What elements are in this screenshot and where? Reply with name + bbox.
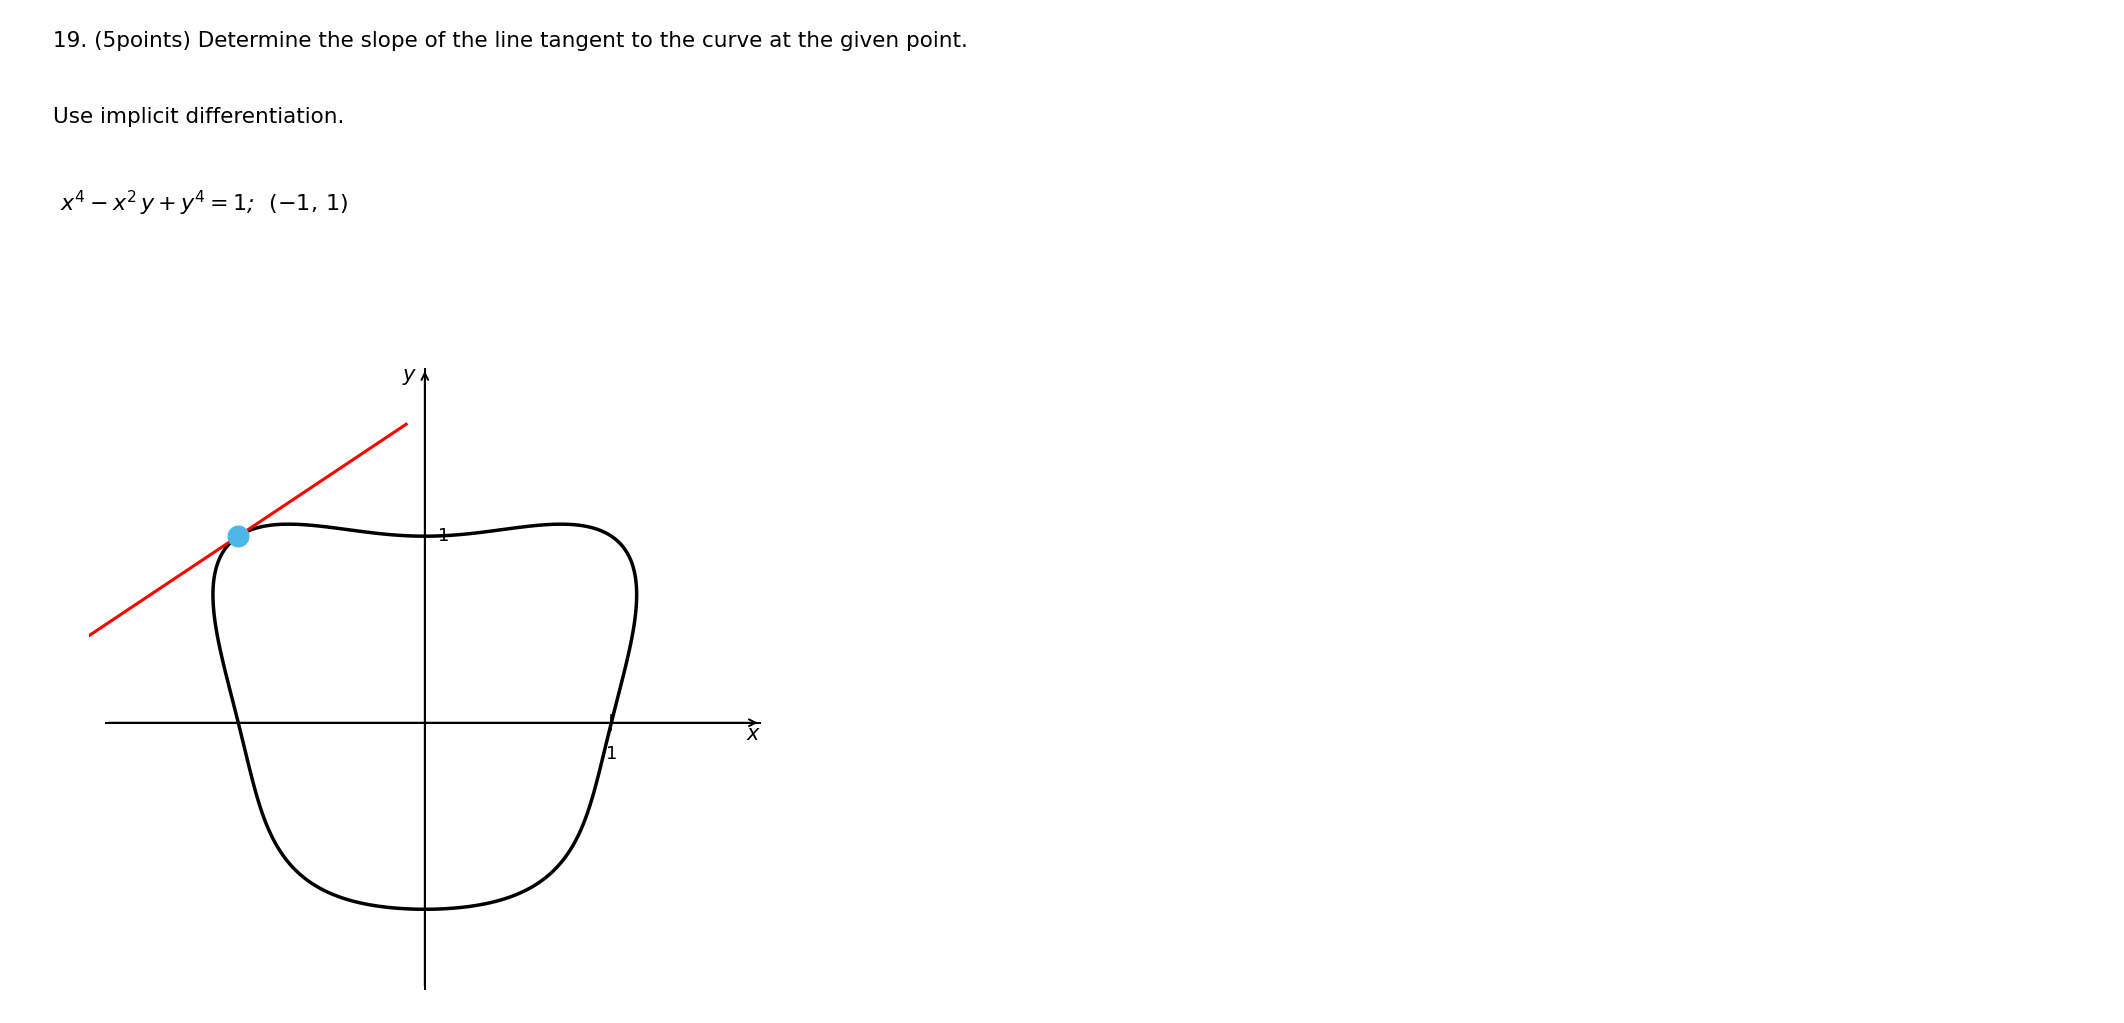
Text: 1: 1 [605, 745, 618, 763]
Text: $x$: $x$ [746, 724, 760, 744]
Text: $y$: $y$ [401, 367, 418, 387]
Text: 19. (5points) Determine the slope of the line tangent to the curve at the given : 19. (5points) Determine the slope of the… [53, 31, 969, 51]
Point [221, 528, 255, 544]
Text: Use implicit differentiation.: Use implicit differentiation. [53, 107, 344, 128]
Text: $x^4 - x^2\,y + y^4 = 1$;  $(-1,\,1)$: $x^4 - x^2\,y + y^4 = 1$; $(-1,\,1)$ [53, 189, 348, 219]
Text: 1: 1 [438, 527, 450, 545]
